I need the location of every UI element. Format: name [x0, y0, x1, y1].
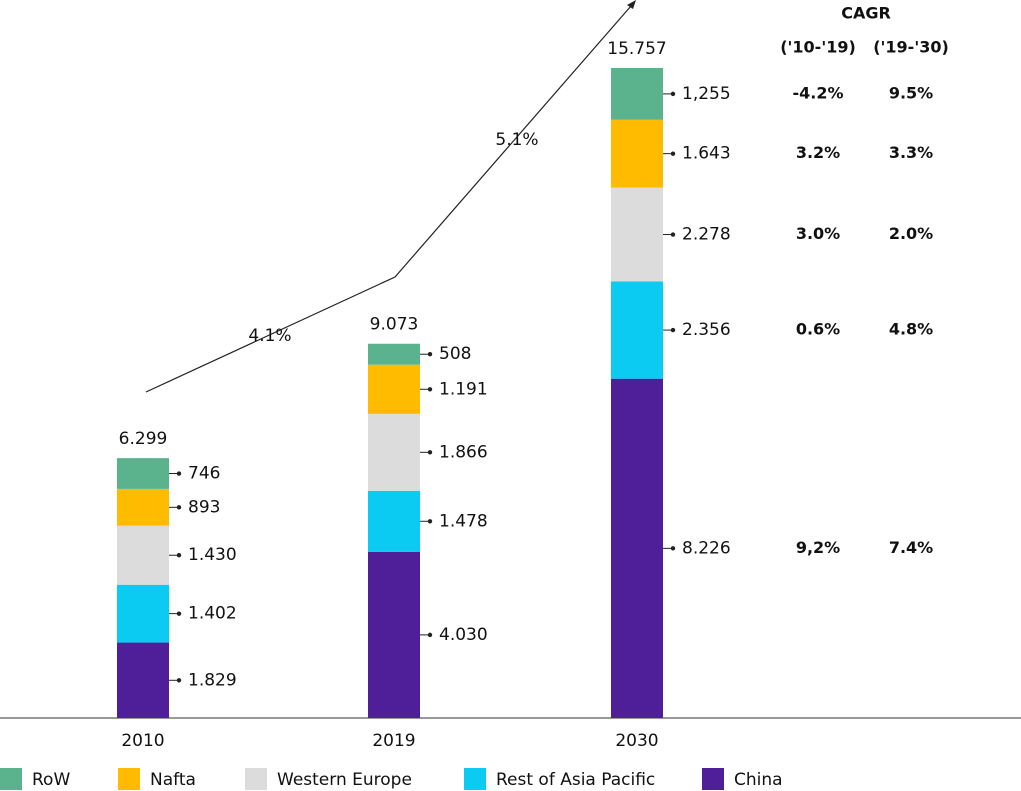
value-label: 1.866 [439, 442, 488, 462]
leader-dot [176, 611, 182, 616]
cagr-cell: 3.2% [796, 143, 840, 162]
growth-line [145, 5, 632, 393]
annotation: 4.1% [248, 326, 291, 346]
cagr-cell: 0.6% [796, 320, 840, 339]
leader-dot [427, 450, 433, 455]
cagr-cell: 3.3% [889, 143, 933, 162]
bar-segment [611, 68, 663, 120]
cagr-cell: -4.2% [792, 83, 843, 102]
leader-dot [427, 519, 433, 524]
bar-segment [117, 584, 169, 643]
bar-segment [368, 343, 420, 365]
legend-label: China [734, 770, 783, 790]
x-tick-label: 2010 [121, 731, 164, 751]
bar-segment [117, 525, 169, 585]
leader-dot [670, 546, 676, 551]
legend-swatch [0, 768, 22, 790]
bar-segment [611, 119, 663, 188]
annotation: 5.1% [495, 130, 538, 150]
cagr-cell: 9,2% [796, 538, 840, 557]
leader-dot [176, 678, 182, 683]
total-label: 9.073 [370, 315, 419, 335]
arrow-head [627, 0, 636, 9]
bar-segment [117, 642, 169, 718]
legend-swatch [702, 768, 724, 790]
value-label: 1.402 [188, 604, 237, 624]
cagr-column: ('10-'19) [780, 38, 856, 57]
value-label: 2.278 [682, 225, 731, 245]
value-label: 2.356 [682, 320, 731, 340]
cagr-cell: 2.0% [889, 224, 933, 243]
value-label: 893 [188, 497, 220, 517]
leader-dot [427, 387, 433, 392]
value-label: 508 [439, 344, 471, 364]
leader-dot [670, 151, 676, 156]
legend-label: Nafta [150, 770, 196, 790]
cagr-cell: 3.0% [796, 224, 840, 243]
bar-segment [117, 488, 169, 526]
value-label: 1.478 [439, 511, 488, 531]
legend-label: Rest of Asia Pacific [496, 770, 655, 790]
bar-segment [611, 378, 663, 718]
cagr-title: CAGR [841, 4, 891, 23]
value-label: 1,255 [682, 84, 731, 104]
leader-dot [176, 553, 182, 558]
leader-dot [670, 327, 676, 333]
value-label: 746 [188, 464, 220, 484]
bar-segment [611, 187, 663, 282]
total-label: 15.757 [607, 39, 666, 59]
cagr-column: ('19-'30) [873, 38, 949, 57]
x-tick-label: 2019 [372, 731, 415, 751]
legend-swatch [118, 768, 140, 790]
value-label: 1.643 [682, 144, 731, 164]
bar-segment [368, 490, 420, 552]
legend-swatch [245, 768, 267, 790]
leader-dot [176, 505, 182, 510]
legend-label: RoW [32, 770, 70, 790]
leader-dot [176, 471, 182, 476]
value-label: 1.191 [439, 379, 488, 399]
bar-segment [368, 364, 420, 414]
leader-dot [670, 91, 676, 97]
leader-dot [427, 352, 433, 357]
value-label: 1.430 [188, 545, 237, 565]
leader-dot [670, 232, 676, 237]
value-label: 8.226 [682, 538, 731, 558]
legend-swatch [464, 768, 486, 790]
total-label: 6.299 [119, 429, 168, 449]
cagr-cell: 9.5% [889, 83, 933, 102]
bar-segment [611, 281, 663, 379]
legend-label: Western Europe [277, 770, 412, 790]
leader-dot [427, 632, 433, 638]
value-label: 4.030 [439, 625, 488, 645]
bar-segment [368, 551, 420, 718]
value-label: 1.829 [188, 670, 237, 690]
bar-segment [368, 413, 420, 491]
cagr-cell: 7.4% [889, 538, 933, 557]
x-tick-label: 2030 [615, 731, 658, 751]
cagr-cell: 4.8% [889, 320, 933, 339]
bar-segment [117, 458, 169, 489]
